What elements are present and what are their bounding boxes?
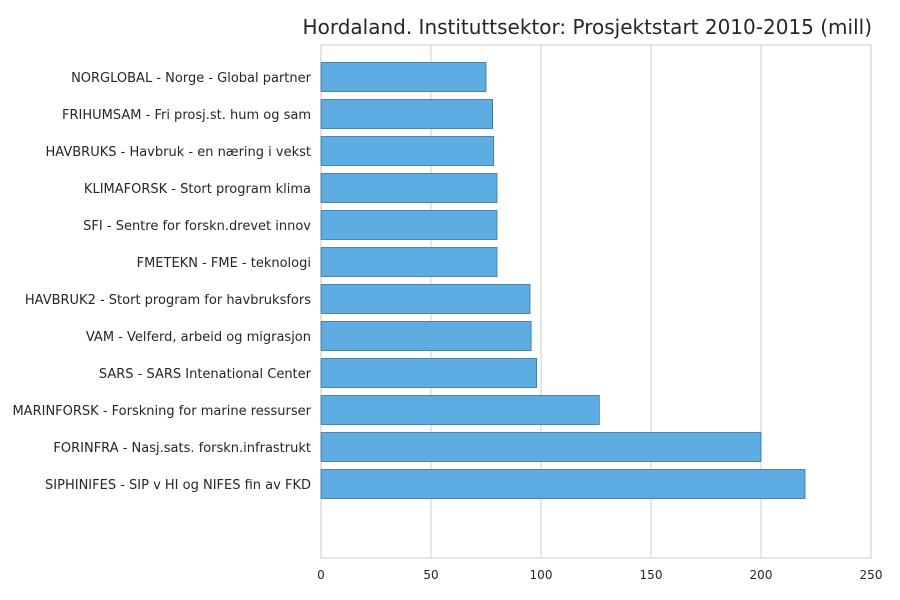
category-label-11: FORINFRA - Nasj.sats. forskn.infrastrukt bbox=[53, 441, 311, 456]
bar-4 bbox=[320, 173, 498, 203]
bar-2 bbox=[320, 99, 494, 129]
bar-11 bbox=[320, 432, 762, 462]
category-label-2: FRIHUMSAM - Fri prosj.st. hum og sam bbox=[62, 108, 311, 123]
x-tick-label-0: 0 bbox=[317, 568, 325, 582]
x-tick-label-250: 250 bbox=[860, 568, 883, 582]
bar-8 bbox=[320, 321, 532, 351]
x-tick-label-50: 50 bbox=[423, 568, 438, 582]
category-label-12: SIPHINIFES - SIP v HI og NIFES fin av FK… bbox=[45, 478, 311, 493]
x-tick-label-200: 200 bbox=[750, 568, 773, 582]
bar-6 bbox=[320, 247, 498, 277]
x-tick-labels: 0 50 100 150 200 250 bbox=[317, 568, 882, 582]
bar-5 bbox=[320, 210, 498, 240]
category-label-6: FMETEKN - FME - teknologi bbox=[137, 256, 311, 271]
category-label-4: KLIMAFORSK - Stort program klima bbox=[84, 182, 311, 197]
bar-3 bbox=[320, 136, 495, 166]
bar-9 bbox=[320, 358, 538, 388]
category-label-8: VAM - Velferd, arbeid og migrasjon bbox=[86, 330, 311, 345]
category-label-7: HAVBRUK2 - Stort program for havbruksfor… bbox=[25, 293, 311, 308]
chart-title: Hordaland. Instituttsektor: Prosjektstar… bbox=[303, 15, 872, 39]
x-tick-label-150: 150 bbox=[640, 568, 663, 582]
category-label-1: NORGLOBAL - Norge - Global partner bbox=[71, 71, 312, 86]
category-label-10: MARINFORSK - Forskning for marine ressur… bbox=[12, 404, 311, 419]
category-label-5: SFI - Sentre for forskn.drevet innov bbox=[83, 219, 311, 234]
bar-1 bbox=[320, 62, 487, 92]
category-label-9: SARS - SARS Intenational Center bbox=[99, 367, 312, 382]
x-tick-label-100: 100 bbox=[530, 568, 553, 582]
bar-12 bbox=[320, 469, 806, 499]
bar-layer bbox=[320, 62, 806, 499]
bar-10 bbox=[320, 395, 600, 425]
bar-7 bbox=[320, 284, 531, 314]
category-labels: NORGLOBAL - Norge - Global partner FRIHUM… bbox=[12, 71, 311, 493]
category-label-3: HAVBRUKS - Havbruk - en næring i vekst bbox=[46, 145, 311, 160]
